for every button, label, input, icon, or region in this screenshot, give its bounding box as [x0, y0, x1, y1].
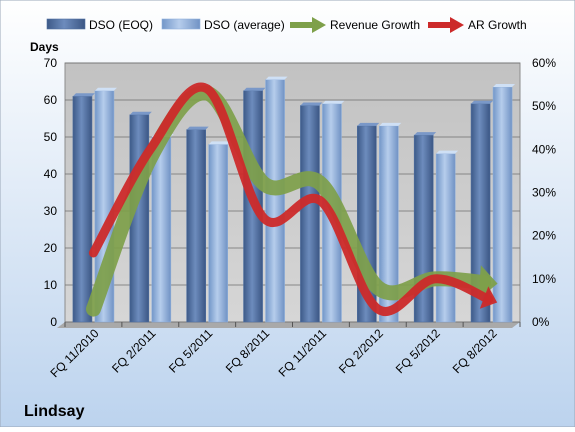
y-axis-title: Days [30, 40, 59, 54]
bar [300, 105, 320, 323]
y-tick-label: 30 [44, 204, 58, 218]
bar-top [94, 87, 117, 91]
series-line [85, 85, 492, 317]
bar-top [186, 126, 209, 130]
series-line [88, 82, 494, 316]
bar-top [493, 84, 516, 88]
y2-tick-label: 20% [532, 229, 556, 243]
y-tick-label: 10 [44, 278, 58, 292]
y2-tick-label: 10% [532, 272, 556, 286]
y-tick-label: 50 [44, 130, 58, 144]
bar-top [243, 87, 266, 91]
y-tick-label: 60 [44, 93, 58, 107]
bar [435, 153, 456, 323]
bar-top [265, 76, 288, 80]
line-layer [85, 82, 498, 317]
legend: DSO (EOQ) DSO (average) Revenue Growth AR G… [46, 17, 527, 33]
plot-floor [57, 322, 520, 328]
bar-top [300, 102, 323, 106]
legend-swatch [161, 18, 201, 30]
bar-top [471, 100, 494, 104]
y2-tick-label: 50% [532, 99, 556, 113]
legend-arrow [312, 17, 326, 33]
company-label: Lindsay [24, 403, 85, 420]
y-tick-label: 70 [44, 56, 58, 70]
bar [72, 96, 93, 323]
bar-top [436, 150, 459, 154]
y-tick-label: 40 [44, 167, 58, 181]
bar [492, 86, 513, 323]
legend-swatch [46, 18, 86, 30]
bar [208, 144, 228, 323]
legend-label: DSO (EOQ) [89, 18, 153, 32]
legend-arrow [450, 17, 464, 33]
y-tick-label: 0 [50, 315, 57, 329]
bar-top [72, 93, 95, 97]
y-tick-label: 20 [44, 241, 58, 255]
bar [265, 79, 285, 323]
legend-label: DSO (average) [204, 18, 285, 32]
arrow-head [479, 286, 498, 309]
bar [186, 129, 206, 323]
bar-top [414, 132, 437, 136]
y2-tick-label: 60% [532, 56, 556, 70]
arrow-head [478, 265, 498, 300]
bar-top [129, 111, 152, 115]
bar-top [357, 122, 380, 126]
legend-label: Revenue Growth [330, 18, 420, 32]
y2-tick-label: 0% [532, 315, 550, 329]
y2-tick-label: 40% [532, 142, 556, 156]
bar-top [379, 122, 402, 126]
y2-tick-label: 30% [532, 186, 556, 200]
bar-top [322, 100, 345, 104]
legend-label: AR Growth [468, 18, 527, 32]
bar-top [208, 141, 231, 145]
